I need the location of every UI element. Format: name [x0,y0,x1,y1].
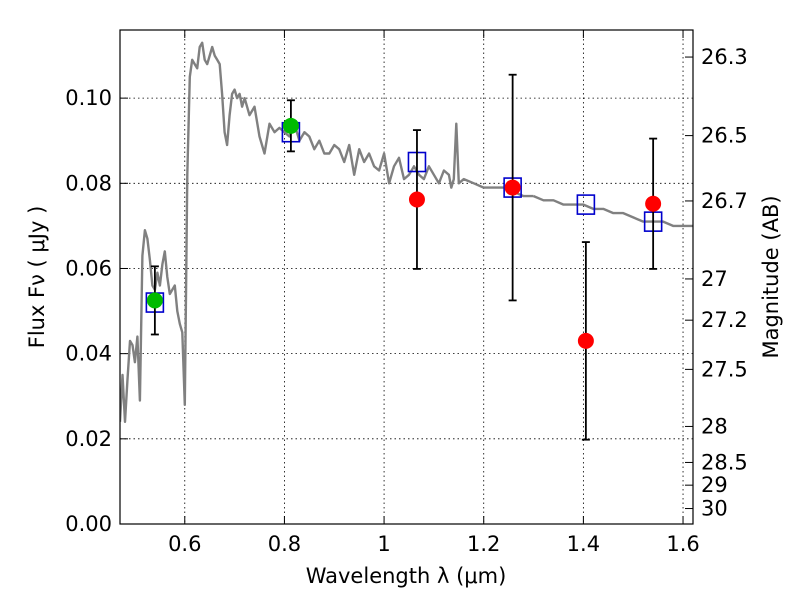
y-tick-label: 0.00 [65,512,112,536]
model-photometry-square [576,194,596,215]
red-observed-point [504,179,521,196]
mag-tick-label: 26.3 [701,45,748,69]
y-tick-label: 0.10 [65,86,112,110]
x-tick-label: 1.2 [467,532,500,556]
y-tick-label: 0.08 [65,171,112,195]
y-axis-right-label: Magnitude (AB) [759,195,783,358]
mag-tick-label: 27.5 [701,357,748,381]
red-observed-point [408,191,425,208]
mag-tick-label: 27.2 [701,308,748,332]
mag-tick-label: 26.7 [701,189,748,213]
red-observed-point [577,332,594,349]
mag-tick-label: 28.5 [701,450,748,474]
mag-tick-label: 29 [701,473,728,497]
data-layer [120,41,693,441]
y-tick-label: 0.04 [65,342,112,366]
plot-frame [119,29,694,525]
axis-ticks: 0.6 0.8 1 1.2 1.4 1.6 0.00 0.02 0.04 0.06 0.08 0.10… [65,30,748,556]
x-tick-label: 0.6 [168,532,201,556]
red-observed-point [645,195,662,212]
mag-tick-label: 27 [701,267,728,291]
x-tick-label: 0.8 [268,532,301,556]
x-tick-label: 1.4 [567,532,600,556]
y-tick-label: 0.06 [65,256,112,280]
green-observed-point [282,117,299,134]
y-axis-label: Flux Fν ( μJy ) [25,206,49,349]
x-axis-label: Wavelength λ (μm) [306,564,507,588]
mag-tick-label: 26.5 [701,124,748,148]
x-tick-label: 1 [377,532,390,556]
mag-tick-label: 28 [701,414,728,438]
y-tick-label: 0.02 [65,427,112,451]
mag-tick-label: 30 [701,497,728,521]
x-tick-label: 1.6 [666,532,699,556]
green-observed-point [146,292,163,309]
model-spectrum-line [120,41,534,423]
grid-lines [120,30,693,524]
model-spectrum-line-tail [533,194,693,228]
